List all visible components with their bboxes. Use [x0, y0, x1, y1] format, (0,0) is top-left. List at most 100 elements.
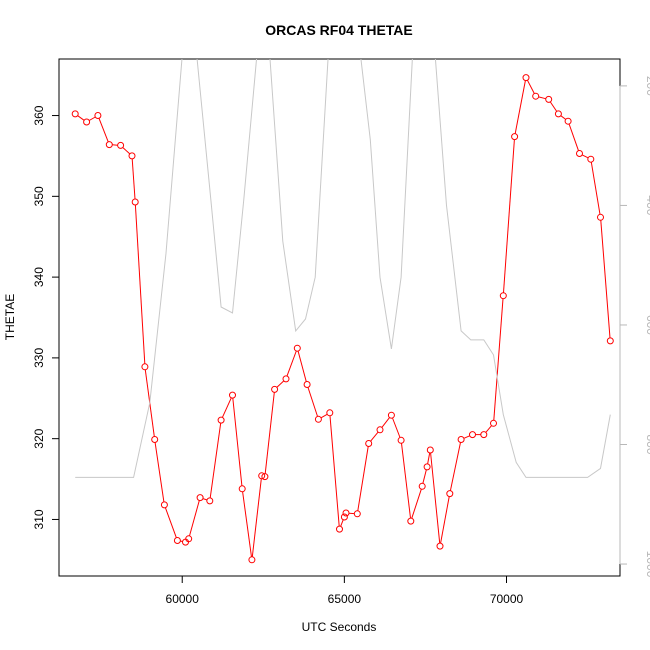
- red-series-segment: [154, 442, 165, 502]
- red-data-point: [238, 485, 246, 493]
- red-data-point: [436, 542, 444, 550]
- red-series-segment: [503, 139, 515, 293]
- red-data-point: [117, 141, 125, 149]
- y-axis-label: THETAE: [3, 294, 17, 340]
- red-series-segment: [276, 380, 285, 388]
- red-data-point: [545, 95, 553, 103]
- red-series-points-group: [71, 74, 614, 564]
- red-series-segment: [221, 397, 232, 418]
- red-series-segment: [297, 350, 307, 382]
- red-data-point: [196, 494, 204, 502]
- red-data-point: [160, 501, 168, 509]
- gray-series-line-group: [75, 59, 611, 478]
- red-data-point: [587, 155, 595, 163]
- red-series-segment: [232, 397, 243, 486]
- red-series-segment: [538, 96, 546, 100]
- x-tick-label: 65000: [328, 592, 362, 606]
- red-data-point: [426, 446, 434, 454]
- red-series-segment: [340, 519, 344, 527]
- red-series-segment: [286, 350, 297, 377]
- red-series-segment: [320, 413, 328, 419]
- red-data-point: [606, 337, 614, 345]
- red-data-point: [303, 381, 311, 388]
- red-data-point: [511, 133, 519, 141]
- x-axis-label: UTC Seconds: [302, 620, 377, 634]
- red-series-segment: [568, 123, 579, 151]
- red-series-segment: [526, 79, 535, 94]
- red-series-segment: [514, 80, 526, 134]
- gray-series-line: [75, 59, 611, 478]
- red-series-segment: [430, 452, 441, 544]
- red-series-segment: [307, 387, 318, 417]
- red-series-segment: [264, 392, 275, 474]
- red-data-point: [128, 152, 136, 160]
- red-data-point: [532, 92, 540, 100]
- red-data-point: [469, 431, 476, 439]
- red-data-point: [314, 415, 322, 423]
- red-data-point: [446, 490, 454, 498]
- red-data-point: [340, 513, 348, 521]
- y2-tick-label: 800: [644, 434, 650, 454]
- red-series-segment: [131, 158, 136, 200]
- red-series-line-group: [77, 79, 611, 557]
- red-data-point: [407, 517, 415, 525]
- red-data-point: [229, 391, 236, 399]
- red-series-segment: [422, 469, 427, 484]
- red-data-point: [353, 510, 361, 518]
- red-data-point: [365, 440, 373, 447]
- y-tick-label: 340: [32, 267, 46, 287]
- red-series-segment: [357, 446, 369, 511]
- red-data-point: [576, 150, 583, 157]
- red-data-point: [457, 436, 465, 443]
- red-series-segment: [202, 498, 208, 501]
- red-series-segment: [401, 443, 411, 519]
- red-data-point: [185, 535, 193, 543]
- red-series-segment: [242, 491, 252, 557]
- x-tick-label: 70000: [490, 592, 524, 606]
- red-data-point: [173, 537, 181, 544]
- red-series-segment: [98, 118, 109, 142]
- red-data-point: [94, 112, 102, 119]
- y-tick-label: 320: [32, 428, 46, 448]
- y2-tick-label: 200: [644, 76, 650, 96]
- red-series-segment: [189, 500, 200, 537]
- red-data-point: [261, 473, 269, 481]
- y2-tick-label: 400: [644, 195, 650, 215]
- red-data-point: [293, 344, 301, 352]
- plot-area: [58, 58, 621, 577]
- red-series-segment: [88, 116, 96, 121]
- red-data-point: [217, 416, 225, 424]
- red-data-point: [597, 213, 604, 221]
- red-data-point: [83, 118, 91, 126]
- chart-title: ORCAS RF04 THETAE: [265, 22, 413, 38]
- y2-tick-label: 600: [644, 315, 650, 335]
- red-data-point: [387, 411, 395, 419]
- red-data-point: [499, 292, 507, 300]
- red-series-segment: [463, 435, 470, 439]
- red-series-segment: [370, 431, 379, 442]
- red-series-segment: [381, 417, 390, 428]
- red-data-point: [151, 436, 159, 443]
- red-data-point: [258, 472, 266, 480]
- y2-axis: 200 400 600 800 1000: [619, 76, 650, 578]
- red-data-point: [248, 556, 256, 564]
- red-series-segment: [411, 489, 422, 519]
- y-tick-label: 360: [32, 105, 46, 125]
- red-data-point: [326, 409, 334, 417]
- red-series-segment: [392, 417, 401, 438]
- red-data-point: [423, 463, 431, 471]
- red-series-segment: [560, 115, 567, 120]
- red-series-segment: [449, 442, 461, 491]
- red-series-segment: [485, 425, 492, 433]
- red-data-point: [397, 436, 405, 444]
- red-series-segment: [164, 507, 177, 538]
- red-data-point: [282, 375, 290, 383]
- red-data-point: [71, 110, 79, 118]
- red-series-segment: [590, 162, 601, 215]
- y-axis: 310 320 330 340 350 360: [32, 105, 60, 529]
- red-data-point: [554, 110, 562, 118]
- y-tick-label: 350: [32, 186, 46, 206]
- red-data-point: [564, 117, 572, 125]
- red-data-point: [271, 385, 279, 393]
- red-series-segment: [77, 115, 85, 121]
